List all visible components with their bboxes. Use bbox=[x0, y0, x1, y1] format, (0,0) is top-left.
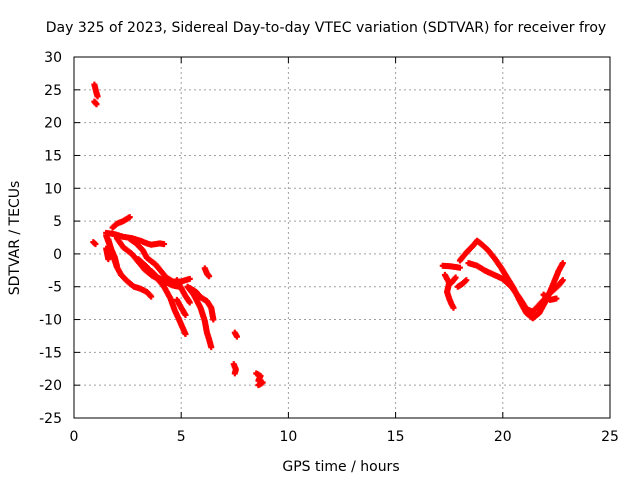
data-point bbox=[126, 214, 133, 221]
data-track bbox=[173, 277, 193, 306]
data-point bbox=[452, 274, 459, 281]
x-tick-label: 0 bbox=[70, 429, 79, 445]
data-point bbox=[255, 382, 262, 389]
data-point bbox=[463, 277, 470, 284]
data-track bbox=[91, 81, 101, 100]
data-point bbox=[186, 299, 193, 306]
chart-title: Day 325 of 2023, Sidereal Day-to-day VTE… bbox=[46, 20, 606, 36]
grid bbox=[74, 57, 610, 418]
data-track bbox=[109, 214, 133, 231]
data-point bbox=[169, 279, 176, 286]
data-point bbox=[450, 304, 457, 311]
data-point bbox=[559, 260, 566, 267]
data-track bbox=[454, 277, 470, 290]
data-point bbox=[92, 241, 99, 248]
data-point bbox=[94, 93, 101, 100]
data-point bbox=[553, 295, 560, 302]
plot-frame bbox=[73, 56, 611, 419]
x-tick-label: 25 bbox=[601, 429, 619, 445]
data-track bbox=[201, 265, 213, 280]
x-tick-label: 15 bbox=[387, 429, 405, 445]
data-track bbox=[231, 329, 240, 340]
axis-ticks: 0 5 10 15 20 25 -25 -20 -15 -10 -5 0 5 10 15 20 25 30 bbox=[39, 50, 619, 445]
x-tick-label: 10 bbox=[279, 429, 297, 445]
y-tick-label: -20 bbox=[39, 378, 62, 394]
data-track bbox=[456, 237, 566, 322]
y-tick-label: 15 bbox=[44, 148, 62, 164]
data-marks bbox=[90, 81, 566, 389]
data-point bbox=[182, 330, 189, 337]
data-track bbox=[540, 291, 560, 303]
data-point bbox=[210, 316, 217, 323]
data-track bbox=[441, 271, 457, 311]
y-tick-label: 30 bbox=[44, 50, 62, 66]
x-axis-label: GPS time / hours bbox=[282, 459, 399, 475]
data-track bbox=[448, 274, 459, 286]
data-point bbox=[231, 370, 238, 377]
data-point bbox=[233, 333, 240, 340]
data-point bbox=[161, 241, 168, 248]
data-point bbox=[186, 275, 193, 282]
y-tick-label: -5 bbox=[48, 280, 62, 296]
data-track bbox=[184, 283, 215, 351]
data-track bbox=[91, 98, 100, 108]
data-point bbox=[93, 101, 100, 108]
data-track bbox=[105, 236, 155, 300]
y-axis-label: SDTVAR / TECUs bbox=[7, 181, 23, 296]
x-tick-label: 5 bbox=[177, 429, 186, 445]
data-point bbox=[182, 311, 189, 318]
data-track bbox=[173, 296, 189, 318]
y-tick-label: -25 bbox=[39, 411, 62, 427]
data-point bbox=[206, 273, 213, 280]
data-point bbox=[148, 293, 155, 300]
data-track bbox=[103, 245, 112, 263]
y-tick-label: -10 bbox=[39, 313, 62, 329]
data-track bbox=[253, 370, 266, 389]
y-tick-label: 25 bbox=[44, 83, 62, 99]
data-track bbox=[439, 262, 463, 271]
y-tick-label: 20 bbox=[44, 116, 62, 132]
data-point bbox=[559, 277, 566, 284]
data-track bbox=[186, 285, 217, 323]
data-point bbox=[208, 344, 215, 351]
x-tick-label: 20 bbox=[494, 429, 512, 445]
data-track bbox=[90, 239, 99, 248]
y-tick-label: -15 bbox=[39, 345, 62, 361]
y-tick-label: 10 bbox=[44, 181, 62, 197]
data-point bbox=[105, 256, 112, 263]
data-point bbox=[456, 264, 463, 271]
data-track bbox=[148, 267, 176, 286]
y-tick-label: 5 bbox=[53, 214, 62, 230]
data-track bbox=[230, 361, 239, 377]
y-tick-label: 0 bbox=[53, 247, 62, 263]
